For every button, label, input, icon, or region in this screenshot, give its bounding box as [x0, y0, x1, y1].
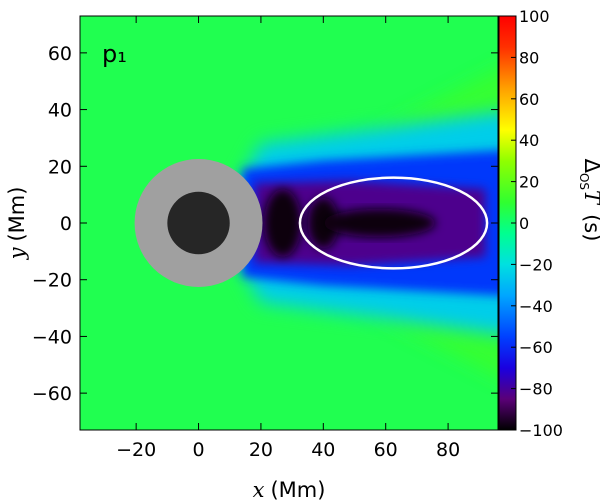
x-tick-label: 80: [436, 439, 460, 461]
colorbar-tick-label: 40: [519, 131, 539, 150]
colorbar-tick-label: 0: [519, 214, 529, 233]
colorbar-label: ΔOST (s): [577, 159, 600, 242]
y-tick-label: 60: [48, 43, 72, 65]
sunspot-umbra: [167, 191, 230, 255]
wedge-minimum-3: [323, 208, 436, 238]
colorbar-tick-label: −20: [519, 255, 553, 274]
travel-time-anomaly-wedge: [198, 68, 498, 378]
y-tick-label: 0: [60, 213, 72, 235]
y-tick-label: −20: [32, 270, 72, 292]
colorbar-tick-label: 80: [519, 48, 539, 67]
colorbar-tick-label: 100: [519, 7, 550, 26]
colorbar-tick-label: −60: [519, 338, 553, 357]
colorbar-label-delta: Δ: [580, 159, 600, 174]
colorbar-tick-label: −100: [519, 421, 563, 440]
x-tick-label: 40: [311, 439, 335, 461]
heatmap-plot: [80, 16, 498, 430]
x-tick-label: 20: [249, 439, 273, 461]
x-tick-label: 60: [374, 439, 398, 461]
x-axis-unit: (Mm): [270, 478, 325, 502]
colorbar-label-subscript: OS: [577, 173, 591, 190]
highlight-ellipse: [298, 176, 489, 270]
x-axis-label: x (Mm): [253, 478, 326, 502]
colorbar-label-unit: (s): [580, 214, 600, 241]
y-axis-unit: (Mm): [5, 187, 29, 242]
colorbar-tick-label: 20: [519, 173, 539, 192]
y-tick-label: −60: [32, 383, 72, 405]
panel-label: p₁: [102, 40, 127, 68]
colorbar-ticks: −100 −80 −60 −40 −20 0 20 40 60 80 100: [511, 7, 563, 440]
y-tick-label: 40: [48, 100, 72, 122]
wedge-minimum-1: [264, 188, 302, 258]
y-tick-label: −40: [32, 326, 72, 348]
y-axis-label: y (Mm): [5, 187, 29, 261]
x-axis-ticks: −20 0 20 40 60 80: [116, 16, 460, 461]
colorbar-label-variable: T: [580, 190, 600, 206]
colorbar-tick-label: −80: [519, 380, 553, 399]
sunspot: [134, 159, 263, 287]
y-axis-variable: y: [5, 246, 29, 260]
x-axis-variable: x: [253, 478, 265, 502]
colorbar-tick-label: 60: [519, 90, 539, 109]
x-tick-label: 0: [192, 439, 204, 461]
colorbar-tick-label: −40: [519, 297, 553, 316]
y-axis-ticks: −60 −40 −20 0 20 40 60: [32, 43, 498, 405]
y-tick-label: 20: [48, 156, 72, 178]
x-tick-label: −20: [116, 439, 156, 461]
